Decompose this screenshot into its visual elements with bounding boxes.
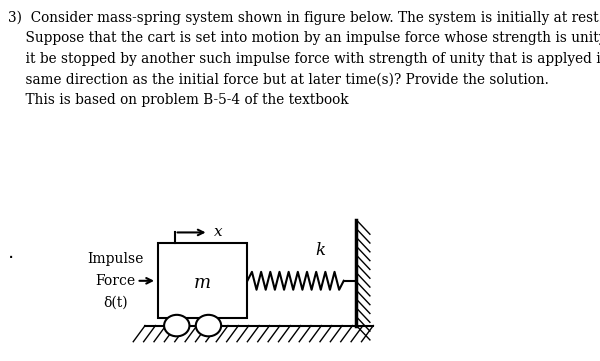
Text: Impulse: Impulse: [88, 252, 143, 266]
Text: m: m: [194, 274, 211, 292]
Text: Suppose that the cart is set into motion by an impulse force whose strength is u: Suppose that the cart is set into motion…: [8, 31, 600, 45]
Text: .: .: [8, 243, 14, 262]
Circle shape: [196, 315, 221, 336]
Text: δ(t): δ(t): [103, 295, 128, 309]
Text: Force: Force: [95, 274, 136, 288]
Text: 3)  Consider mass-spring system shown in figure below. The system is initially a: 3) Consider mass-spring system shown in …: [8, 10, 600, 25]
Text: same direction as the initial force but at later time(s)? Provide the solution.: same direction as the initial force but …: [8, 73, 548, 87]
Circle shape: [164, 315, 190, 336]
Text: This is based on problem B-5-4 of the textbook: This is based on problem B-5-4 of the te…: [8, 93, 349, 108]
Text: x: x: [214, 225, 222, 239]
Text: it be stopped by another such impulse force with strength of unity that is apply: it be stopped by another such impulse fo…: [8, 52, 600, 66]
Bar: [158, 243, 247, 318]
Text: k: k: [316, 242, 326, 259]
